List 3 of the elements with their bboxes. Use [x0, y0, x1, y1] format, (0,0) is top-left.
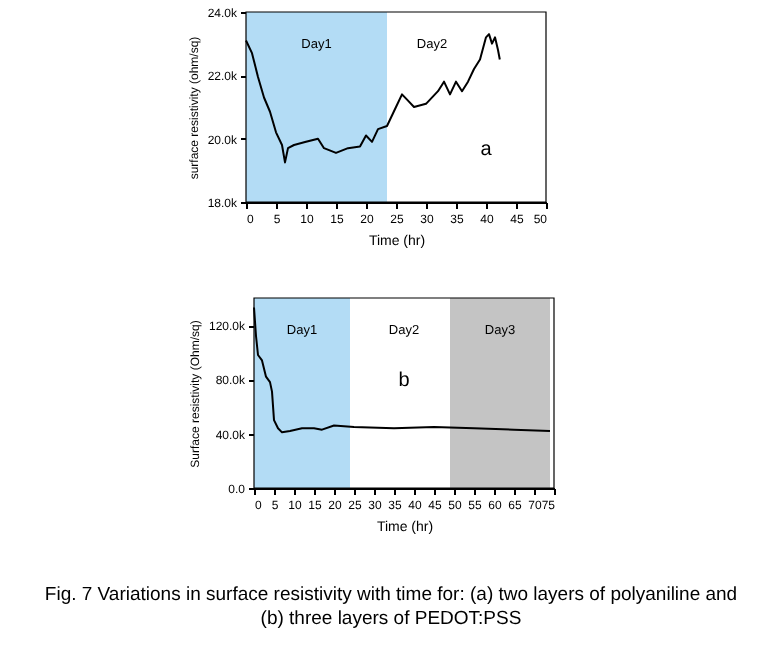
caption: Fig. 7 Variations in surface resistivity with time for: (a) two layers of polyaniline and (b) three layers of PEDOT:PSS: [42, 582, 740, 632]
annotation: b: [398, 369, 411, 392]
annotation: a: [480, 138, 493, 161]
